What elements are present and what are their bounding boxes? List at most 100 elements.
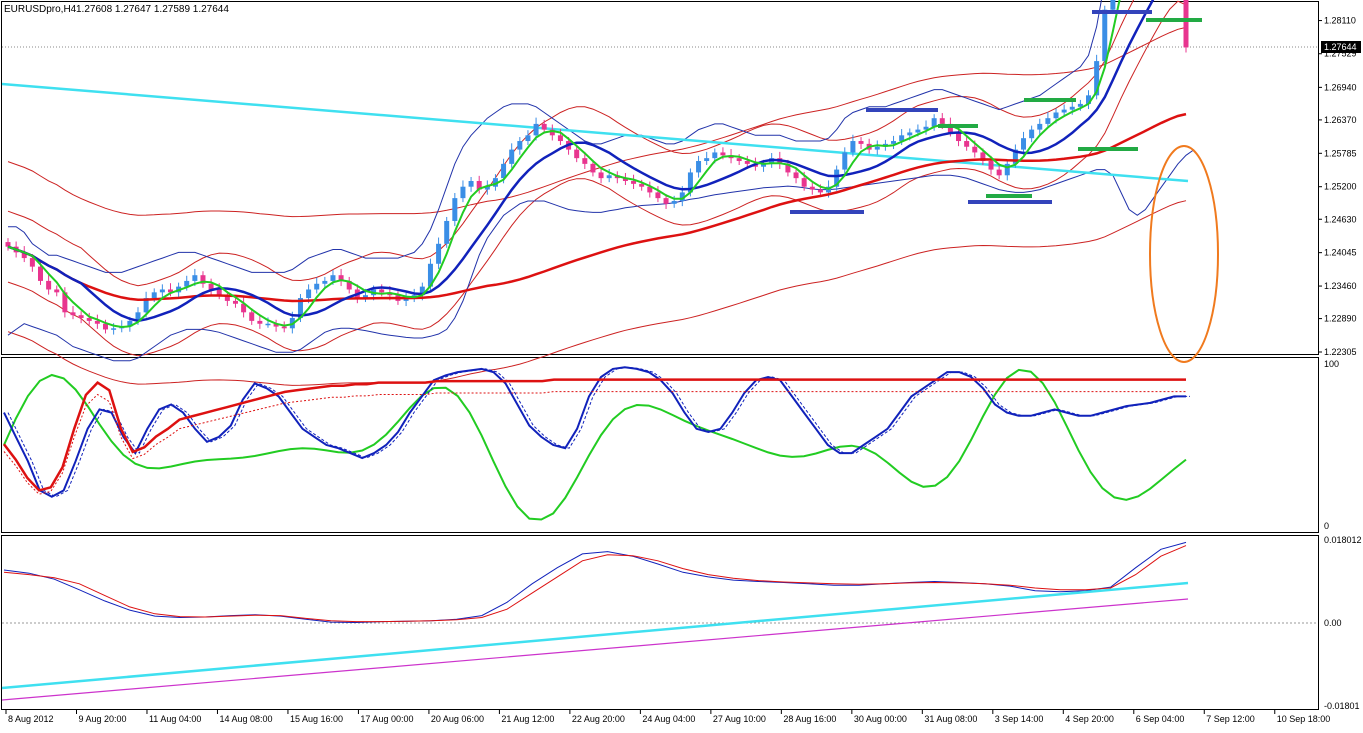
bull-candle	[850, 141, 856, 153]
bull-candle	[923, 126, 929, 130]
bear-candle	[598, 172, 604, 179]
stochastic-plot	[3, 366, 1190, 521]
bear-candle	[744, 161, 750, 164]
bull-candle	[1004, 163, 1010, 176]
bull-candle	[1102, 9, 1108, 62]
time-tick-label: 8 Aug 2012	[8, 714, 54, 724]
bull-candle	[517, 141, 523, 150]
bear-candle	[647, 186, 653, 193]
bear-candle	[208, 283, 214, 290]
bear-candle	[622, 178, 628, 181]
price-tick-label: 1.22890	[1324, 314, 1357, 324]
bear-candle	[29, 258, 35, 267]
stochastic-main-line	[3, 366, 1186, 498]
bear-candle	[655, 192, 661, 199]
time-tick-label: 27 Aug 10:00	[713, 714, 766, 724]
bull-candle	[436, 243, 442, 264]
stochastic-panel-frame	[1, 357, 1319, 533]
bear-candle	[980, 152, 986, 162]
band-upper-line	[8, 0, 1102, 273]
bear-candle	[5, 242, 11, 247]
bull-candle	[1077, 103, 1083, 107]
bull-candle	[192, 275, 198, 281]
band-lower-line	[7, 149, 1195, 362]
bear-candle	[663, 198, 669, 204]
bull-candle	[1021, 138, 1027, 150]
bull-candle	[484, 186, 490, 190]
bull-candle	[306, 289, 312, 299]
bear-candle	[549, 129, 555, 136]
bull-candle	[915, 129, 921, 133]
bull-candle	[1053, 112, 1059, 119]
bear-candle	[639, 183, 645, 187]
macd-tick-label: 0.018012	[1324, 535, 1362, 545]
bull-candle	[265, 323, 271, 326]
bull-candle	[1029, 129, 1035, 139]
bull-candle	[135, 312, 141, 321]
price-tick-label: 1.25200	[1324, 182, 1357, 192]
bull-candle	[1086, 95, 1092, 104]
price-tick-label: 1.26370	[1324, 115, 1357, 125]
bull-candle	[712, 152, 718, 159]
bear-candle	[224, 295, 230, 301]
bull-candle	[834, 169, 840, 187]
bear-candle	[46, 280, 52, 290]
bear-candle	[956, 132, 962, 142]
bear-candle	[557, 135, 563, 142]
bear-candle	[947, 123, 953, 133]
bear-candle	[476, 180, 482, 190]
bull-candle	[427, 263, 433, 287]
bull-candle	[606, 175, 612, 179]
bear-candle	[102, 323, 108, 330]
time-tick-label: 24 Aug 04:00	[642, 714, 695, 724]
bull-candle	[362, 295, 368, 299]
bull-candle	[159, 289, 165, 293]
time-tick-label: 17 Aug 00:00	[360, 714, 413, 724]
macd-trend-cyan-line	[1, 581, 1189, 690]
time-tick-label: 6 Sep 04:00	[1136, 714, 1185, 724]
bull-candle	[696, 161, 702, 173]
bear-candle	[379, 289, 385, 293]
price-tick-label: 1.23460	[1324, 281, 1357, 291]
bull-candle	[679, 192, 685, 201]
stochastic-axis: 100 0	[1324, 359, 1339, 531]
bear-candle	[70, 312, 76, 316]
bull-candle	[1012, 149, 1018, 164]
bull-candle	[704, 158, 710, 162]
bear-candle	[167, 289, 173, 293]
bull-candle	[931, 118, 937, 127]
time-tick-label: 21 Aug 12:00	[501, 714, 554, 724]
macd-axis: 0.018012 0.00 -0.01801	[2, 535, 1362, 711]
bear-candle	[574, 149, 580, 159]
bull-candle	[842, 152, 848, 170]
main-plot	[1, 0, 1219, 386]
bear-candle	[631, 180, 637, 184]
bear-candle	[94, 320, 100, 324]
bear-candle	[232, 300, 238, 304]
ohlc-readout: 1.27608 1.27647 1.27589 1.27644	[76, 4, 229, 15]
bull-candle	[419, 286, 425, 296]
price-tick-label: 1.28110	[1324, 16, 1356, 26]
bear-candle	[21, 252, 27, 259]
macd-tick-label: -0.01801	[1324, 701, 1360, 711]
fast-ma-line	[7, 0, 1121, 329]
bull-candle	[184, 280, 190, 287]
bull-candle	[1069, 106, 1075, 110]
bull-candle	[525, 135, 531, 142]
bear-candle	[541, 123, 547, 130]
bear-candle	[86, 318, 92, 321]
bull-candle	[1094, 61, 1100, 96]
bull-candle	[1061, 109, 1067, 113]
stochastic-tick-label: 0	[1324, 521, 1329, 531]
bear-candle	[62, 292, 68, 313]
bull-candle	[899, 135, 905, 142]
time-tick-label: 22 Aug 20:00	[572, 714, 625, 724]
macd-panel-frame	[1, 535, 1319, 710]
time-tick-label: 11 Aug 04:00	[149, 714, 201, 724]
time-tick-label: 28 Aug 16:00	[783, 714, 836, 724]
stochastic-ma-dashed-line	[3, 391, 1186, 495]
envelope-lower-line	[7, 200, 1187, 386]
bear-candle	[281, 326, 287, 329]
